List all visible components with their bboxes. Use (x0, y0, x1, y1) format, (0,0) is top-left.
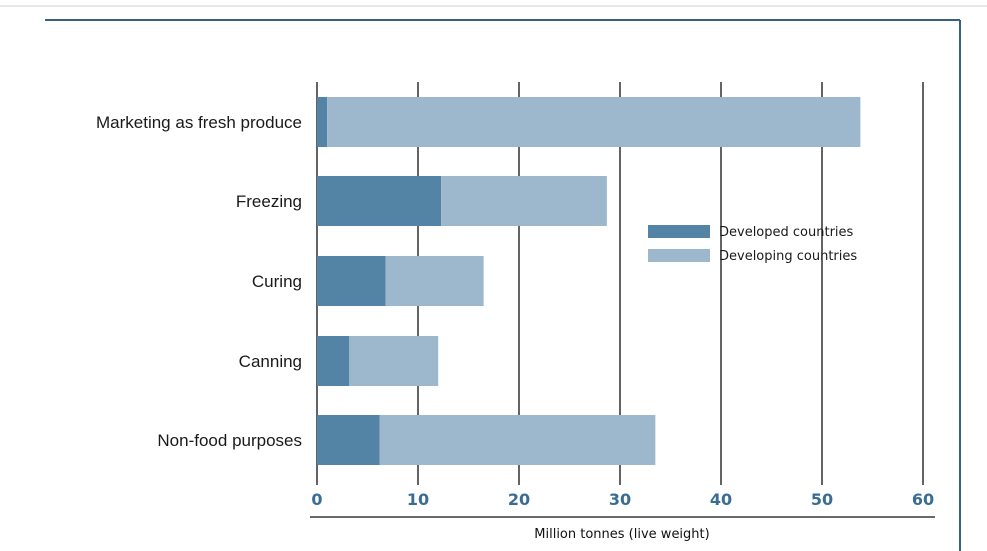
bar-developing-4 (379, 415, 656, 465)
category-label-3: Canning (239, 352, 302, 371)
legend-swatch-1 (648, 249, 710, 262)
x-tick-10: 10 (407, 490, 429, 509)
category-label-1: Freezing (236, 192, 302, 211)
bars (317, 97, 861, 465)
category-label-4: Non-food purposes (157, 431, 302, 450)
x-tick-50: 50 (811, 490, 833, 509)
bar-developed-2 (317, 256, 386, 306)
x-tick-40: 40 (710, 490, 732, 509)
bar-developed-1 (317, 176, 442, 226)
x-tick-20: 20 (508, 490, 530, 509)
legend: Developed countries Developing countries (648, 225, 857, 264)
x-axis-title: Million tonnes (live weight) (534, 527, 709, 542)
bar-developed-4 (317, 415, 380, 465)
legend-label-0: Developed countries (719, 225, 854, 240)
x-tick-30: 30 (609, 490, 631, 509)
legend-swatch-0 (648, 225, 710, 238)
x-tick-60: 60 (912, 490, 934, 509)
bar-developing-0 (327, 97, 861, 147)
legend-label-1: Developing countries (719, 249, 857, 264)
bar-developing-3 (349, 336, 439, 386)
bar-developed-0 (317, 97, 328, 147)
x-tick-0: 0 (311, 490, 322, 509)
category-labels: Marketing as fresh produce Freezing Curing… (96, 113, 302, 450)
category-label-0: Marketing as fresh produce (96, 113, 302, 132)
bar-developing-2 (385, 256, 484, 306)
bar-developing-1 (441, 176, 607, 226)
bar-developed-3 (317, 336, 350, 386)
x-tick-labels: 0 10 20 30 40 50 60 (311, 490, 934, 509)
category-label-2: Curing (252, 272, 302, 291)
